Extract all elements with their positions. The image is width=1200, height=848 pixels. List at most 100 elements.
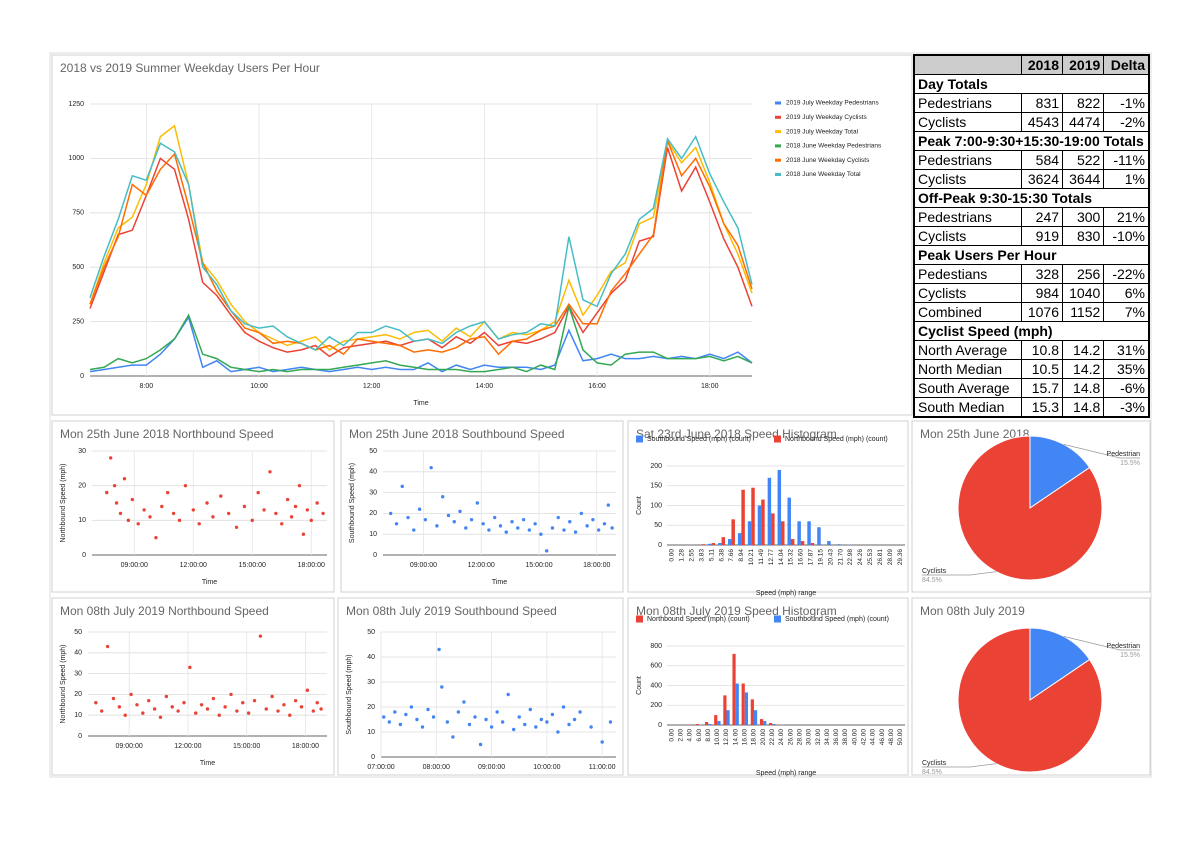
y-tick-label: 40 — [74, 650, 82, 657]
y-tick-label: 0 — [371, 754, 375, 761]
point — [105, 490, 109, 495]
point — [523, 722, 527, 727]
point — [562, 528, 566, 532]
point — [506, 692, 510, 697]
x-tick-label: 24.00 — [778, 729, 785, 746]
point — [426, 707, 430, 712]
point — [533, 522, 537, 526]
point — [579, 511, 584, 516]
point — [429, 465, 433, 470]
table-row: Cyclists 984 1040 6% — [913, 283, 1150, 303]
y-tick-label: 800 — [650, 643, 662, 650]
y-tick-label: 20 — [78, 483, 86, 490]
bar — [827, 541, 831, 545]
bar — [708, 543, 712, 545]
y-tick-label: 30 — [74, 670, 82, 677]
x-tick-label: 11.49 — [758, 549, 765, 565]
panel — [340, 420, 624, 593]
x-tick-label: 12.77 — [768, 549, 775, 566]
point — [492, 515, 497, 520]
point — [177, 518, 182, 523]
y-tick-label: 20 — [74, 691, 82, 698]
x-tick-label: 08:00:00 — [423, 764, 450, 771]
point — [412, 528, 416, 532]
x-tick-label: 17.87 — [808, 549, 815, 566]
y-tick-label: 10 — [74, 712, 82, 719]
panel — [627, 597, 909, 776]
bar — [753, 710, 758, 725]
x-tick-label: 30.00 — [806, 729, 813, 746]
point — [105, 644, 110, 649]
table-cell: 14.2 — [1062, 340, 1105, 360]
point — [148, 515, 152, 519]
point — [282, 703, 286, 707]
table-cell: 831 — [1020, 93, 1064, 113]
panel — [51, 54, 913, 416]
table-cell: 7% — [1103, 302, 1150, 322]
bar — [711, 543, 716, 545]
point — [160, 504, 164, 509]
bar — [761, 499, 765, 545]
point — [293, 504, 298, 509]
bar — [777, 469, 782, 545]
x-tick-label: 09:00:00 — [410, 562, 437, 569]
point — [114, 501, 119, 505]
table-cell: -1% — [1103, 93, 1150, 113]
table-cell: Cyclists — [913, 283, 1022, 303]
point — [473, 715, 477, 719]
table-row: Peak Users Per Hour — [913, 245, 1150, 265]
table-cell: 2019 — [1062, 54, 1105, 75]
table-row: Cyclists 919 830 -10% — [913, 226, 1150, 246]
bar — [741, 683, 745, 725]
x-tick-label: 36.00 — [833, 729, 840, 746]
point — [435, 524, 439, 528]
bar — [790, 539, 795, 545]
x-tick-label: 14.00 — [732, 729, 739, 746]
x-tick-label: 28.00 — [796, 729, 803, 746]
y-tick-label: 30 — [367, 679, 375, 686]
bar — [750, 699, 754, 725]
bar — [732, 653, 736, 725]
table-body: 2018 2019 Delta Day Totals Pedestrians 831 822… — [913, 54, 1150, 418]
y-tick-label: 30 — [369, 489, 377, 496]
point — [246, 711, 251, 715]
x-tick-label: 16:00 — [588, 383, 606, 390]
point — [387, 720, 391, 724]
bar — [797, 521, 801, 545]
leader-line — [922, 571, 997, 576]
point — [446, 513, 451, 518]
bar — [807, 521, 811, 545]
table-cell: Peak Users Per Hour — [913, 245, 1150, 265]
y-tick-label: 0 — [658, 542, 662, 549]
table-cell: 35% — [1103, 359, 1150, 379]
point — [256, 490, 260, 495]
point — [211, 515, 215, 519]
table-cell: Cyclists — [913, 112, 1022, 132]
point — [556, 730, 560, 734]
point — [398, 722, 403, 727]
point — [521, 517, 526, 522]
y-tick-label: 30 — [78, 448, 86, 455]
x-tick-label: 10.21 — [748, 549, 755, 566]
point — [194, 711, 198, 715]
y-tick-label: 0 — [80, 373, 84, 380]
table-cell: -3% — [1103, 397, 1150, 418]
legend-swatch — [636, 435, 643, 443]
bar — [781, 521, 785, 545]
x-tick-label: 1.28 — [679, 549, 686, 562]
legend-label: Southbound Speed (mph) (count) — [647, 436, 751, 443]
table-row: South Median 15.3 14.8 -3% — [913, 397, 1150, 418]
x-tick-label: 09:00:00 — [116, 743, 143, 750]
point — [183, 483, 188, 488]
x-tick-label: 5.11 — [708, 549, 715, 562]
point — [534, 725, 538, 729]
x-tick-label: 09:00:00 — [121, 562, 148, 569]
y-axis-label: Count — [636, 496, 643, 515]
x-tick-label: 14.04 — [778, 549, 785, 566]
x-axis-label: Time — [413, 400, 428, 407]
table-cell: Off-Peak 9:30-15:30 Totals — [913, 188, 1150, 208]
point — [510, 520, 514, 524]
bar — [727, 539, 732, 545]
series-line — [89, 315, 753, 373]
point — [512, 727, 516, 732]
